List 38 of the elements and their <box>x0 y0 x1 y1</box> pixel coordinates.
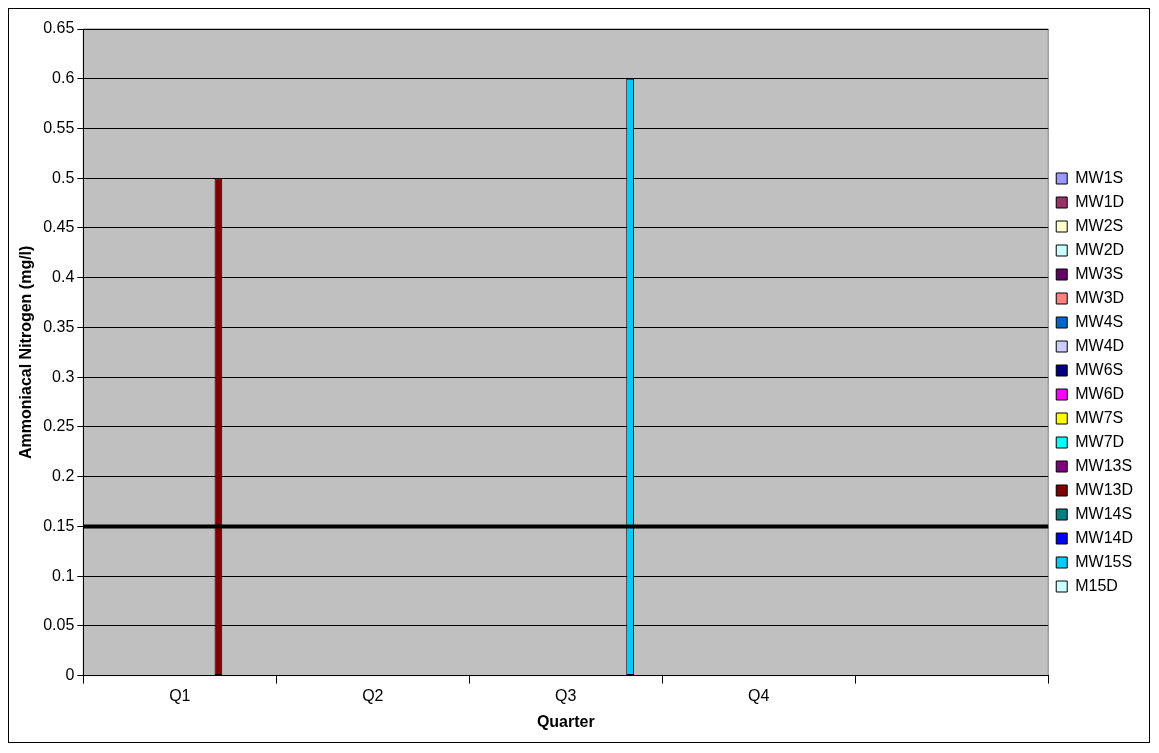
legend-label: MW4D <box>1075 336 1125 354</box>
y-tick-label: 0.2 <box>52 467 75 485</box>
legend-label: MW6S <box>1075 360 1124 378</box>
y-tick-label: 0 <box>65 666 75 684</box>
y-tick-label: 0.1 <box>52 566 75 584</box>
legend-label: MW13D <box>1075 480 1133 498</box>
y-tick-label: 0.35 <box>43 317 75 335</box>
legend-label: MW2S <box>1075 216 1124 234</box>
legend-label: MW3S <box>1075 264 1124 282</box>
legend-label: MW2D <box>1075 240 1125 258</box>
legend-label: MW14D <box>1075 528 1133 546</box>
legend-label: MW13S <box>1075 456 1133 474</box>
x-tick-label: Q4 <box>748 686 770 704</box>
legend-label: MW1D <box>1075 192 1125 210</box>
legend-label: M15D <box>1075 576 1118 594</box>
y-tick-label: 0.5 <box>52 168 75 186</box>
y-tick-label: 0.15 <box>43 516 75 534</box>
legend-label: MW6D <box>1075 384 1125 402</box>
y-tick-label: 0.6 <box>52 69 75 87</box>
legend-label: MW15S <box>1075 552 1133 570</box>
y-axis-title: Ammoniacal Nitrogen (mg/l) <box>17 245 35 459</box>
x-tick-label: Q3 <box>555 686 577 704</box>
legend-label: MW4S <box>1075 312 1124 330</box>
x-axis-title: Quarter <box>536 712 595 730</box>
y-tick-label: 0.4 <box>52 268 75 286</box>
legend-label: MW1S <box>1075 168 1124 186</box>
legend-label: MW14S <box>1075 504 1133 522</box>
legend-label: MW3D <box>1075 288 1125 306</box>
y-tick-label: 0.45 <box>43 218 75 236</box>
x-tick-label: Q1 <box>169 686 191 704</box>
x-tick-label: Q2 <box>362 686 384 704</box>
legend-label: MW7S <box>1075 408 1124 426</box>
y-tick-label: 0.65 <box>43 19 75 37</box>
y-tick-label: 0.55 <box>43 118 75 136</box>
y-tick-label: 0.25 <box>43 417 75 435</box>
legend-label: MW7D <box>1075 432 1125 450</box>
y-tick-label: 0.05 <box>43 616 75 634</box>
y-tick-label: 0.3 <box>52 367 75 385</box>
